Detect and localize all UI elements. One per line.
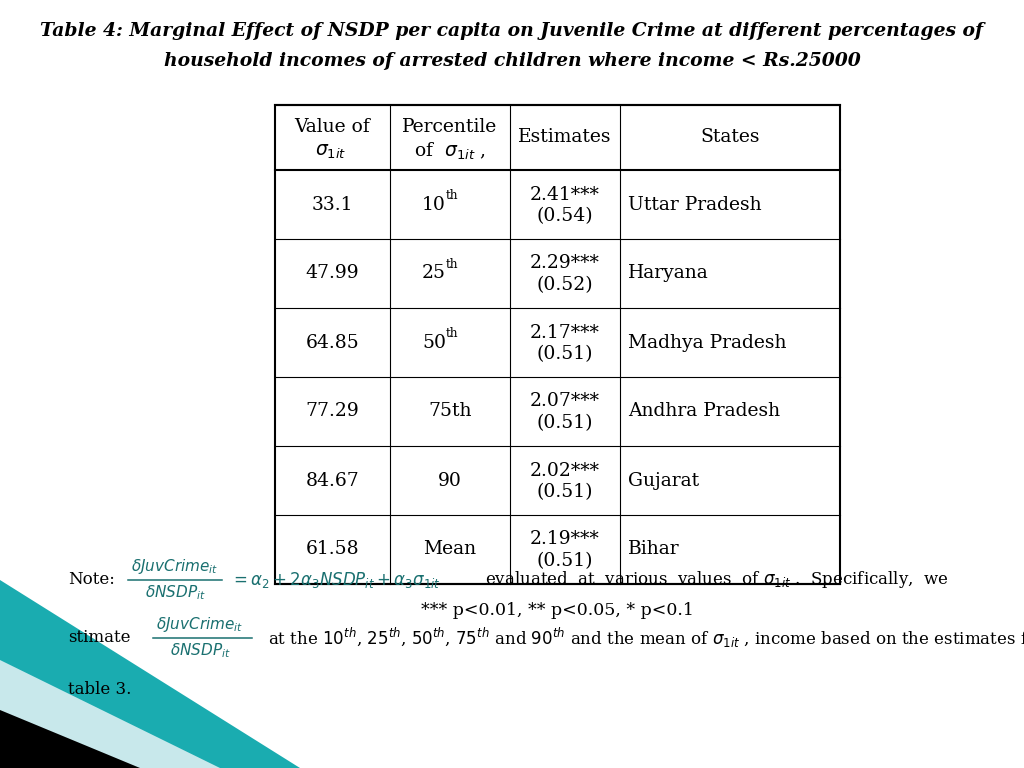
Text: th: th	[446, 189, 459, 202]
Text: at the $10^{th}$, $25^{th}$, $50^{th}$, $75^{th}$ and $90^{th}$ and the mean of : at the $10^{th}$, $25^{th}$, $50^{th}$, …	[268, 626, 1024, 650]
Text: evaluated  at  various  values  of $\sigma_{1it}$ .  Specifically,  we: evaluated at various values of $\sigma_{…	[485, 570, 949, 591]
Text: (0.54): (0.54)	[537, 207, 593, 226]
Text: $\delta NSDP_{it}$: $\delta NSDP_{it}$	[170, 641, 230, 660]
Text: 61.58: 61.58	[306, 541, 359, 558]
Text: (0.51): (0.51)	[537, 346, 593, 363]
Text: *** p<0.01, ** p<0.05, * p<0.1: *** p<0.01, ** p<0.05, * p<0.1	[421, 602, 694, 619]
Text: 75th: 75th	[428, 402, 472, 421]
Text: 77.29: 77.29	[305, 402, 359, 421]
Text: Mean: Mean	[424, 541, 476, 558]
Bar	[275, 105, 840, 584]
Text: $\sigma_{1it}$: $\sigma_{1it}$	[314, 142, 346, 161]
Text: Gujarat: Gujarat	[628, 472, 699, 489]
Text: Uttar Pradesh: Uttar Pradesh	[628, 196, 762, 214]
Text: th: th	[446, 327, 459, 340]
Text: Madhya Pradesh: Madhya Pradesh	[628, 333, 786, 352]
Text: (0.51): (0.51)	[537, 552, 593, 571]
Text: 90: 90	[438, 472, 462, 489]
Text: 50: 50	[422, 333, 446, 352]
Text: 2.02***: 2.02***	[530, 462, 600, 479]
Text: Note:: Note:	[68, 571, 115, 588]
Text: Value of: Value of	[295, 118, 371, 137]
Text: household incomes of arrested children where income < Rs.25000: household incomes of arrested children w…	[164, 52, 860, 70]
Text: $\delta JuvCrime_{it}$: $\delta JuvCrime_{it}$	[157, 615, 244, 634]
Text: Haryana: Haryana	[628, 264, 709, 283]
Text: $\delta JuvCrime_{it}$: $\delta JuvCrime_{it}$	[131, 558, 219, 577]
Text: 64.85: 64.85	[305, 333, 359, 352]
Text: 10: 10	[422, 196, 446, 214]
Text: 2.29***: 2.29***	[530, 254, 600, 273]
Text: (0.52): (0.52)	[537, 276, 593, 294]
Text: table 3.: table 3.	[68, 681, 131, 699]
Text: Estimates: Estimates	[518, 128, 611, 147]
Text: stimate: stimate	[68, 630, 130, 647]
Text: of  $\sigma_{1it}$ ,: of $\sigma_{1it}$ ,	[414, 141, 486, 162]
Text: 33.1: 33.1	[311, 196, 353, 214]
Text: (0.51): (0.51)	[537, 415, 593, 432]
Text: 47.99: 47.99	[306, 264, 359, 283]
Text: Bihar: Bihar	[628, 541, 680, 558]
Polygon shape	[0, 660, 220, 768]
Text: 2.17***: 2.17***	[530, 323, 600, 342]
Text: Table 4: Marginal Effect of NSDP per capita on Juvenile Crime at different perce: Table 4: Marginal Effect of NSDP per cap…	[40, 22, 984, 40]
Text: 2.19***: 2.19***	[530, 531, 600, 548]
Text: 84.67: 84.67	[305, 472, 359, 489]
Polygon shape	[0, 580, 300, 768]
Text: 25: 25	[422, 264, 446, 283]
Text: (0.51): (0.51)	[537, 484, 593, 502]
Text: 2.07***: 2.07***	[530, 392, 600, 411]
Text: States: States	[700, 128, 760, 147]
Text: $\delta NSDP_{it}$: $\delta NSDP_{it}$	[144, 584, 206, 602]
Text: Percentile: Percentile	[402, 118, 498, 137]
Text: Andhra Pradesh: Andhra Pradesh	[628, 402, 780, 421]
Text: th: th	[446, 258, 459, 271]
Polygon shape	[0, 710, 140, 768]
Text: $=\alpha_2 + 2\alpha_3 NSDP_{it} + \alpha_3\sigma_{1it}$: $=\alpha_2 + 2\alpha_3 NSDP_{it} + \alph…	[230, 570, 440, 590]
Text: 2.41***: 2.41***	[530, 186, 600, 204]
